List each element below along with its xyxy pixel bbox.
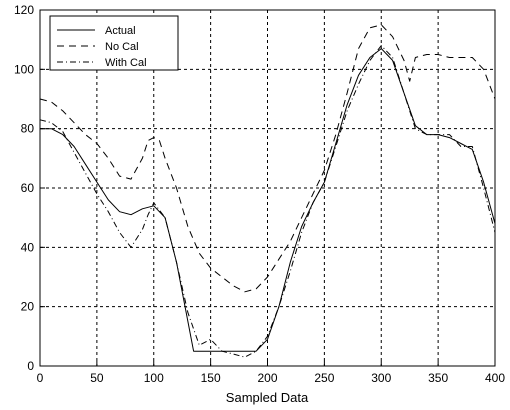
x-tick-label: 50 bbox=[90, 371, 104, 385]
legend-label-with-cal: With Cal bbox=[105, 57, 147, 69]
x-tick-label: 0 bbox=[37, 371, 44, 385]
y-tick-label: 80 bbox=[21, 122, 35, 136]
x-tick-label: 150 bbox=[201, 371, 221, 385]
x-tick-label: 100 bbox=[144, 371, 164, 385]
legend-label-no-cal: No Cal bbox=[105, 41, 139, 53]
y-tick-label: 20 bbox=[21, 300, 35, 314]
y-tick-label: 40 bbox=[21, 240, 35, 254]
x-tick-label: 250 bbox=[314, 371, 334, 385]
series-layer bbox=[39, 24, 496, 358]
x-axis-title: Sampled Data bbox=[226, 390, 309, 405]
y-tick-label: 60 bbox=[21, 181, 35, 195]
x-tick-label: 350 bbox=[428, 371, 448, 385]
y-tick-label: 100 bbox=[14, 62, 34, 76]
x-tick-label: 400 bbox=[485, 371, 505, 385]
series-line-actual bbox=[40, 48, 496, 352]
ticks-layer: 0 50 100 150 200 250 300 350 400 0 20 40 60 80 100 120 bbox=[14, 3, 505, 385]
legend-box bbox=[49, 15, 179, 71]
y-tick-label: 120 bbox=[14, 3, 34, 17]
y-tick-label: 0 bbox=[27, 359, 34, 373]
legend-label-actual: Actual bbox=[105, 25, 136, 37]
x-tick-label: 200 bbox=[257, 371, 277, 385]
series-line-no-cal bbox=[39, 24, 496, 293]
legend: Actual No Cal With Cal bbox=[49, 15, 179, 71]
x-tick-label: 300 bbox=[371, 371, 391, 385]
